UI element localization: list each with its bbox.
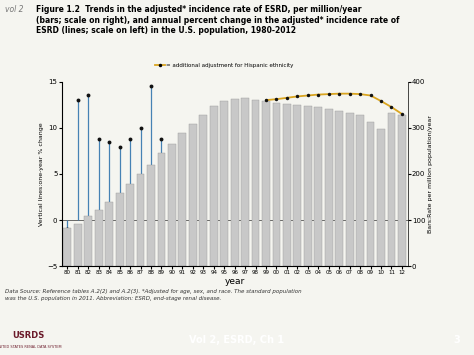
Y-axis label: Bars:Rate per million population/year: Bars:Rate per million population/year <box>428 115 433 233</box>
Bar <box>200 115 207 266</box>
Bar <box>325 109 333 266</box>
Text: USRDS: USRDS <box>12 331 45 340</box>
Text: UNITED STATES RENAL DATA SYSTEM: UNITED STATES RENAL DATA SYSTEM <box>0 345 61 349</box>
Bar <box>231 99 238 266</box>
Legend: = additional adjustment for Hispanic ethnicity: = additional adjustment for Hispanic eth… <box>153 60 296 70</box>
Text: 3: 3 <box>453 335 460 345</box>
Bar <box>116 193 124 266</box>
Bar <box>178 133 186 266</box>
Bar <box>147 165 155 266</box>
Bar <box>283 104 291 266</box>
Bar <box>335 111 343 266</box>
Bar <box>168 144 176 266</box>
Bar <box>273 103 280 266</box>
Bar <box>74 224 82 266</box>
Bar <box>356 115 364 266</box>
Bar <box>314 108 322 266</box>
Bar <box>377 129 385 266</box>
Bar <box>241 98 249 266</box>
Bar <box>105 202 113 266</box>
Bar <box>95 210 103 266</box>
Bar <box>189 124 197 266</box>
Bar <box>346 113 354 266</box>
Bar <box>388 113 395 266</box>
Bar <box>252 100 259 266</box>
Bar <box>84 217 92 266</box>
Bar <box>220 101 228 266</box>
Text: Data Source: Reference tables A.2(2) and A.2(3). *Adjusted for age, sex, and rac: Data Source: Reference tables A.2(2) and… <box>5 289 301 301</box>
Text: Figure 1.2  Trends in the adjusted* incidence rate of ESRD, per million/year
(ba: Figure 1.2 Trends in the adjusted* incid… <box>36 5 399 35</box>
Bar <box>210 106 218 266</box>
Bar <box>262 102 270 266</box>
Bar <box>366 122 374 266</box>
Bar <box>304 106 312 266</box>
Text: Vol 2, ESRD, Ch 1: Vol 2, ESRD, Ch 1 <box>190 335 284 345</box>
Bar <box>398 115 406 266</box>
Y-axis label: Vertical lines:one-year % change: Vertical lines:one-year % change <box>39 122 45 226</box>
Bar <box>126 184 134 266</box>
Bar <box>293 105 301 266</box>
X-axis label: year: year <box>225 277 245 286</box>
Bar <box>64 228 71 266</box>
Bar <box>157 153 165 266</box>
Bar <box>137 174 145 266</box>
Text: vol 2: vol 2 <box>5 5 26 14</box>
